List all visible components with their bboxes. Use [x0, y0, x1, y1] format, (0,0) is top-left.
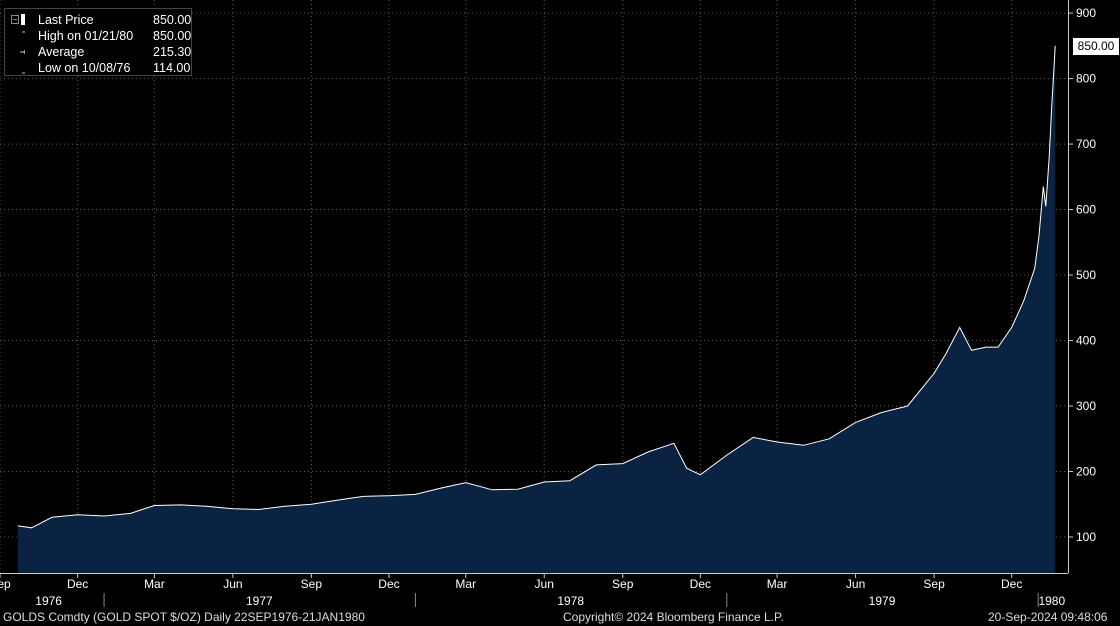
legend-label: Low on 10/08/76 — [38, 61, 131, 75]
price-area — [17, 45, 1056, 574]
x-axis-ticks: Sep Dec Mar Jun Sep Dec Mar Jun Sep Dec Mar Jun Sep D… — [0, 573, 1065, 608]
high-marker-icon — [22, 31, 25, 33]
x-month-label: Mar — [144, 577, 165, 591]
x-month-label: Dec — [67, 577, 88, 591]
average-marker-icon — [20, 49, 25, 55]
x-month-label: Jun — [846, 577, 865, 591]
low-marker-icon — [22, 72, 25, 74]
y-tick-label: 900 — [1076, 6, 1096, 20]
x-month-label: Dec — [378, 577, 399, 591]
footer-ticker: GOLDS Comdty (GOLD SPOT $/OZ) Daily 22SE… — [3, 610, 365, 624]
axes — [0, 0, 1069, 574]
x-month-label: Jun — [535, 577, 554, 591]
legend-label: Last Price — [38, 13, 94, 27]
legend-value: 850.00 — [153, 29, 192, 43]
legend-value: 850.00 — [153, 13, 192, 27]
x-year-label: 1978 — [557, 594, 584, 608]
legend-value: 215.30 — [153, 45, 192, 59]
last-price-badge: 850.00 — [1073, 38, 1119, 55]
legend-label: High on 01/21/80 — [38, 29, 134, 43]
x-year-label: 1977 — [246, 594, 273, 608]
x-month-label: Sep — [0, 577, 11, 591]
y-tick-label: 100 — [1076, 530, 1096, 544]
footer-copyright: Copyright© 2024 Bloomberg Finance L.P. — [563, 610, 784, 624]
y-tick-label: 800 — [1076, 72, 1096, 86]
chart-legend: Last Price 850.00 High on 01/21/80 850.0… — [4, 8, 192, 76]
x-month-label: Mar — [767, 577, 788, 591]
legend-value: 114.00 — [153, 61, 191, 75]
y-tick-label: 500 — [1076, 268, 1096, 282]
price-line — [17, 45, 1056, 529]
y-tick-label: 300 — [1076, 399, 1096, 413]
footer-timestamp: 20-Sep-2024 09:48:06 — [988, 610, 1108, 624]
x-month-label: Sep — [612, 577, 634, 591]
x-year-label: 1976 — [35, 594, 62, 608]
x-month-label: Dec — [690, 577, 711, 591]
x-month-label: Dec — [1001, 577, 1022, 591]
y-tick-label: 700 — [1076, 137, 1096, 151]
x-year-label: 1980 — [1038, 594, 1065, 608]
y-tick-label: 600 — [1076, 203, 1096, 217]
x-month-label: Jun — [223, 577, 242, 591]
legend-label: Average — [38, 45, 85, 59]
x-month-label: Sep — [923, 577, 945, 591]
legend-square-icon — [11, 14, 25, 25]
x-month-label: Sep — [301, 577, 323, 591]
y-axis-ticks: 100 200 300 400 500 600 700 800 900 — [1068, 6, 1096, 544]
x-year-label: 1979 — [869, 594, 896, 608]
y-tick-label: 200 — [1076, 464, 1096, 478]
x-month-label: Mar — [455, 577, 476, 591]
y-tick-label: 400 — [1076, 334, 1096, 348]
